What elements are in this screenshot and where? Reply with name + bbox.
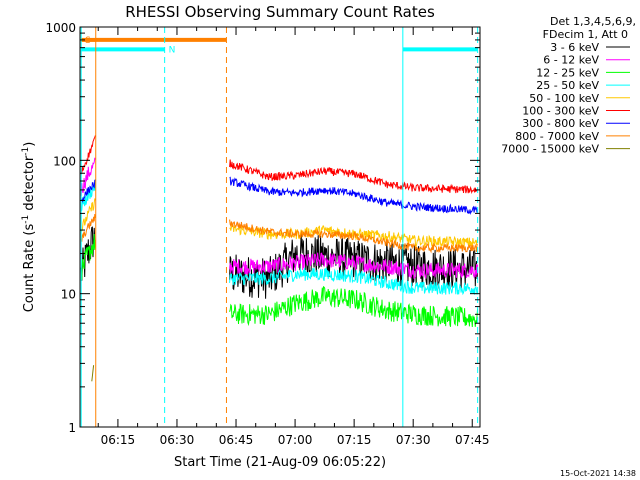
x-axis-label: Start Time (21-Aug-09 06:05:22) (174, 455, 386, 470)
x-tick-label: 07:30 (396, 433, 431, 447)
legend-label-6-12-kev: 6 - 12 keV (543, 54, 599, 67)
night-label: N (169, 45, 176, 55)
x-tick-label: 06:45 (219, 433, 254, 447)
legend-label-12-25-kev: 12 - 25 keV (536, 66, 599, 79)
y-axis-label-sup1: -1 (21, 215, 31, 224)
y-axis-ticks: 1 10 100 1000 (45, 21, 480, 435)
legend-label-50-100-kev: 50 - 100 keV (529, 92, 599, 105)
y-tick-label: 100 (53, 154, 76, 168)
trace-3-6-kev-right (229, 233, 479, 299)
y-axis-label: Count Rate (s-1 detector-1) (21, 142, 37, 313)
series-25-50-kev (80, 179, 479, 296)
x-tick-label: 06:15 (101, 433, 136, 447)
trace-6-12-kev-right (229, 252, 479, 280)
trace-3-6-kev-left (80, 226, 96, 281)
x-axis-ticks: 06:15 06:30 06:45 07:00 07:15 07:30 07:45 (97, 27, 490, 447)
x-tick-label: 07:45 (455, 433, 490, 447)
footer-timestamp: 15-Oct-2021 14:38 (560, 469, 636, 478)
legend-label-3-6-kev: 3 - 6 keV (550, 41, 599, 54)
x-tick-label: 07:00 (278, 433, 313, 447)
chart-title: RHESSI Observing Summary Count Rates (125, 3, 435, 21)
plot-frame (79, 26, 481, 428)
y-axis-label-sup2: -1 (21, 147, 31, 156)
trace-50-100-kev-left (80, 198, 96, 232)
legend-header-detectors: Det 1,3,4,5,6,9, (550, 15, 636, 28)
series-800-7000-kev (80, 214, 478, 254)
series-3-6-kev (80, 226, 479, 299)
trace-800-7000-kev-right (229, 219, 478, 254)
legend-header-decimation: FDecim 1, Att 0 (543, 28, 628, 41)
trace-25-50-kev-right (229, 267, 479, 296)
legend-label-100-300-kev: 100 - 300 keV (522, 105, 599, 118)
x-tick-label: 07:15 (337, 433, 372, 447)
legend-label-7000-15000-kev: 7000 - 15000 keV (501, 143, 599, 156)
trace-100-300-kev-right (229, 159, 479, 195)
y-tick-label: 1 (68, 421, 76, 435)
trace-800-7000-kev-left (80, 214, 96, 242)
legend-label-300-800-kev: 300 - 800 keV (522, 117, 599, 130)
series-300-800-kev (80, 176, 479, 215)
trace-300-800-kev-right (229, 176, 479, 215)
legend: Det 1,3,4,5,6,9, FDecim 1, Att 0 3 - 6 k… (501, 15, 636, 156)
y-tick-label: 1000 (45, 21, 76, 35)
trace-25-50-kev-left (80, 179, 96, 212)
series-7000-15000-kev (91, 365, 95, 382)
series-100-300-kev (80, 135, 479, 195)
trace-300-800-kev-left (80, 179, 96, 204)
legend-label-800-7000-kev: 800 - 7000 keV (515, 130, 599, 143)
y-axis-label-part3: ) (22, 142, 37, 147)
trace-12-25-kev-right (229, 285, 479, 328)
y-axis-label-part2: detector (22, 155, 37, 215)
trace-12-25-kev-left (80, 233, 96, 281)
trace-7000-15000-kev-left (91, 365, 95, 382)
x-tick-label: 06:30 (160, 433, 195, 447)
legend-label-25-50-kev: 25 - 50 keV (536, 79, 599, 92)
interval-lines (80, 27, 479, 427)
saa-label: S (85, 36, 91, 46)
series-12-25-kev (80, 233, 479, 328)
trace-100-300-kev-left (80, 135, 96, 175)
y-axis-label-part1: Count Rate (s (22, 224, 37, 313)
y-tick-label: 10 (61, 288, 76, 302)
